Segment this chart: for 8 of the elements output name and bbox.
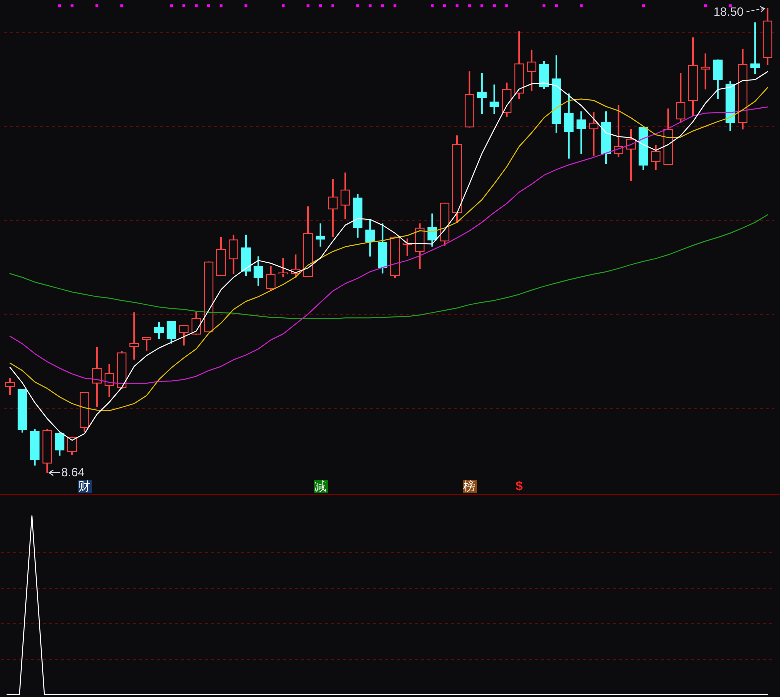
candlestick (576, 112, 586, 154)
annotation: 8.64 (61, 465, 86, 480)
text: 财 (78, 479, 91, 494)
text: 榜 (464, 479, 476, 494)
text: $ (516, 478, 524, 494)
candlestick (490, 84, 500, 114)
text: 减 (314, 479, 327, 494)
annotation: 18.50 (714, 5, 744, 20)
